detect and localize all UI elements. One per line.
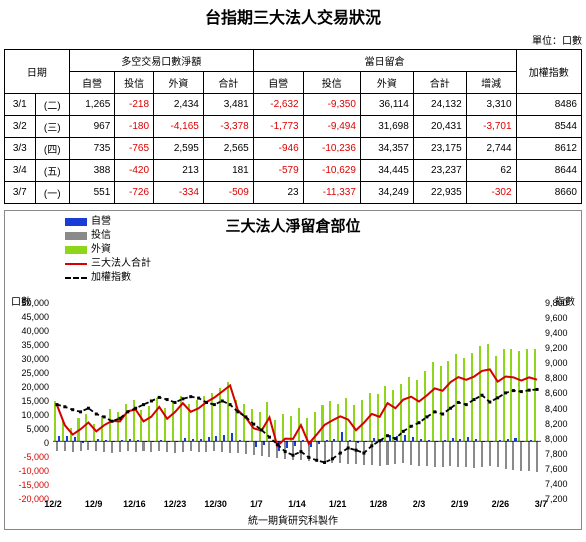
legend-item: 加權指數: [65, 271, 151, 285]
chart-legend: 自營投信外資三大法人合計加權指數: [65, 215, 151, 285]
legend-item: 三大法人合計: [65, 257, 151, 271]
table-row: 3/7(一)551-726-334-50923-11,33734,24922,9…: [5, 182, 582, 204]
data-table: 日期多空交易口數淨額當日留倉加權指數自營投信外資合計自營投信外資合計增減 3/1…: [4, 49, 582, 204]
chart-container: 三大法人淨留倉部位 自營投信外資三大法人合計加權指數 口數 指數 -20,000…: [4, 210, 582, 530]
unit-label: 單位：口數: [4, 32, 582, 47]
chart-plot-area: [53, 307, 541, 495]
x-ticks: 12/212/912/1612/2312/301/71/141/211/282/…: [53, 499, 541, 513]
table-row: 3/4(五)388-420213181-579-10,62934,44523,2…: [5, 160, 582, 182]
table-row: 3/1(二)1,265-2182,4343,481-2,632-9,35036,…: [5, 94, 582, 116]
chart-footer-note: 統一期貨研究科製作: [5, 512, 581, 527]
legend-item: 投信: [65, 229, 151, 243]
legend-item: 自營: [65, 215, 151, 229]
legend-item: 外資: [65, 243, 151, 257]
table-row: 3/2(三)967-180-4,165-3,378-1,773-9,49431,…: [5, 116, 582, 138]
table-row: 3/3(四)735-7652,5952,565-946-10,23634,357…: [5, 138, 582, 160]
y-ticks-right: 7,2007,4007,6007,8008,0008,2008,4008,600…: [543, 303, 579, 499]
main-title: 台指期三大法人交易狀況: [4, 4, 582, 28]
y-ticks-left: -20,000-15,000-10,000-5,00005,00010,0001…: [7, 303, 51, 499]
